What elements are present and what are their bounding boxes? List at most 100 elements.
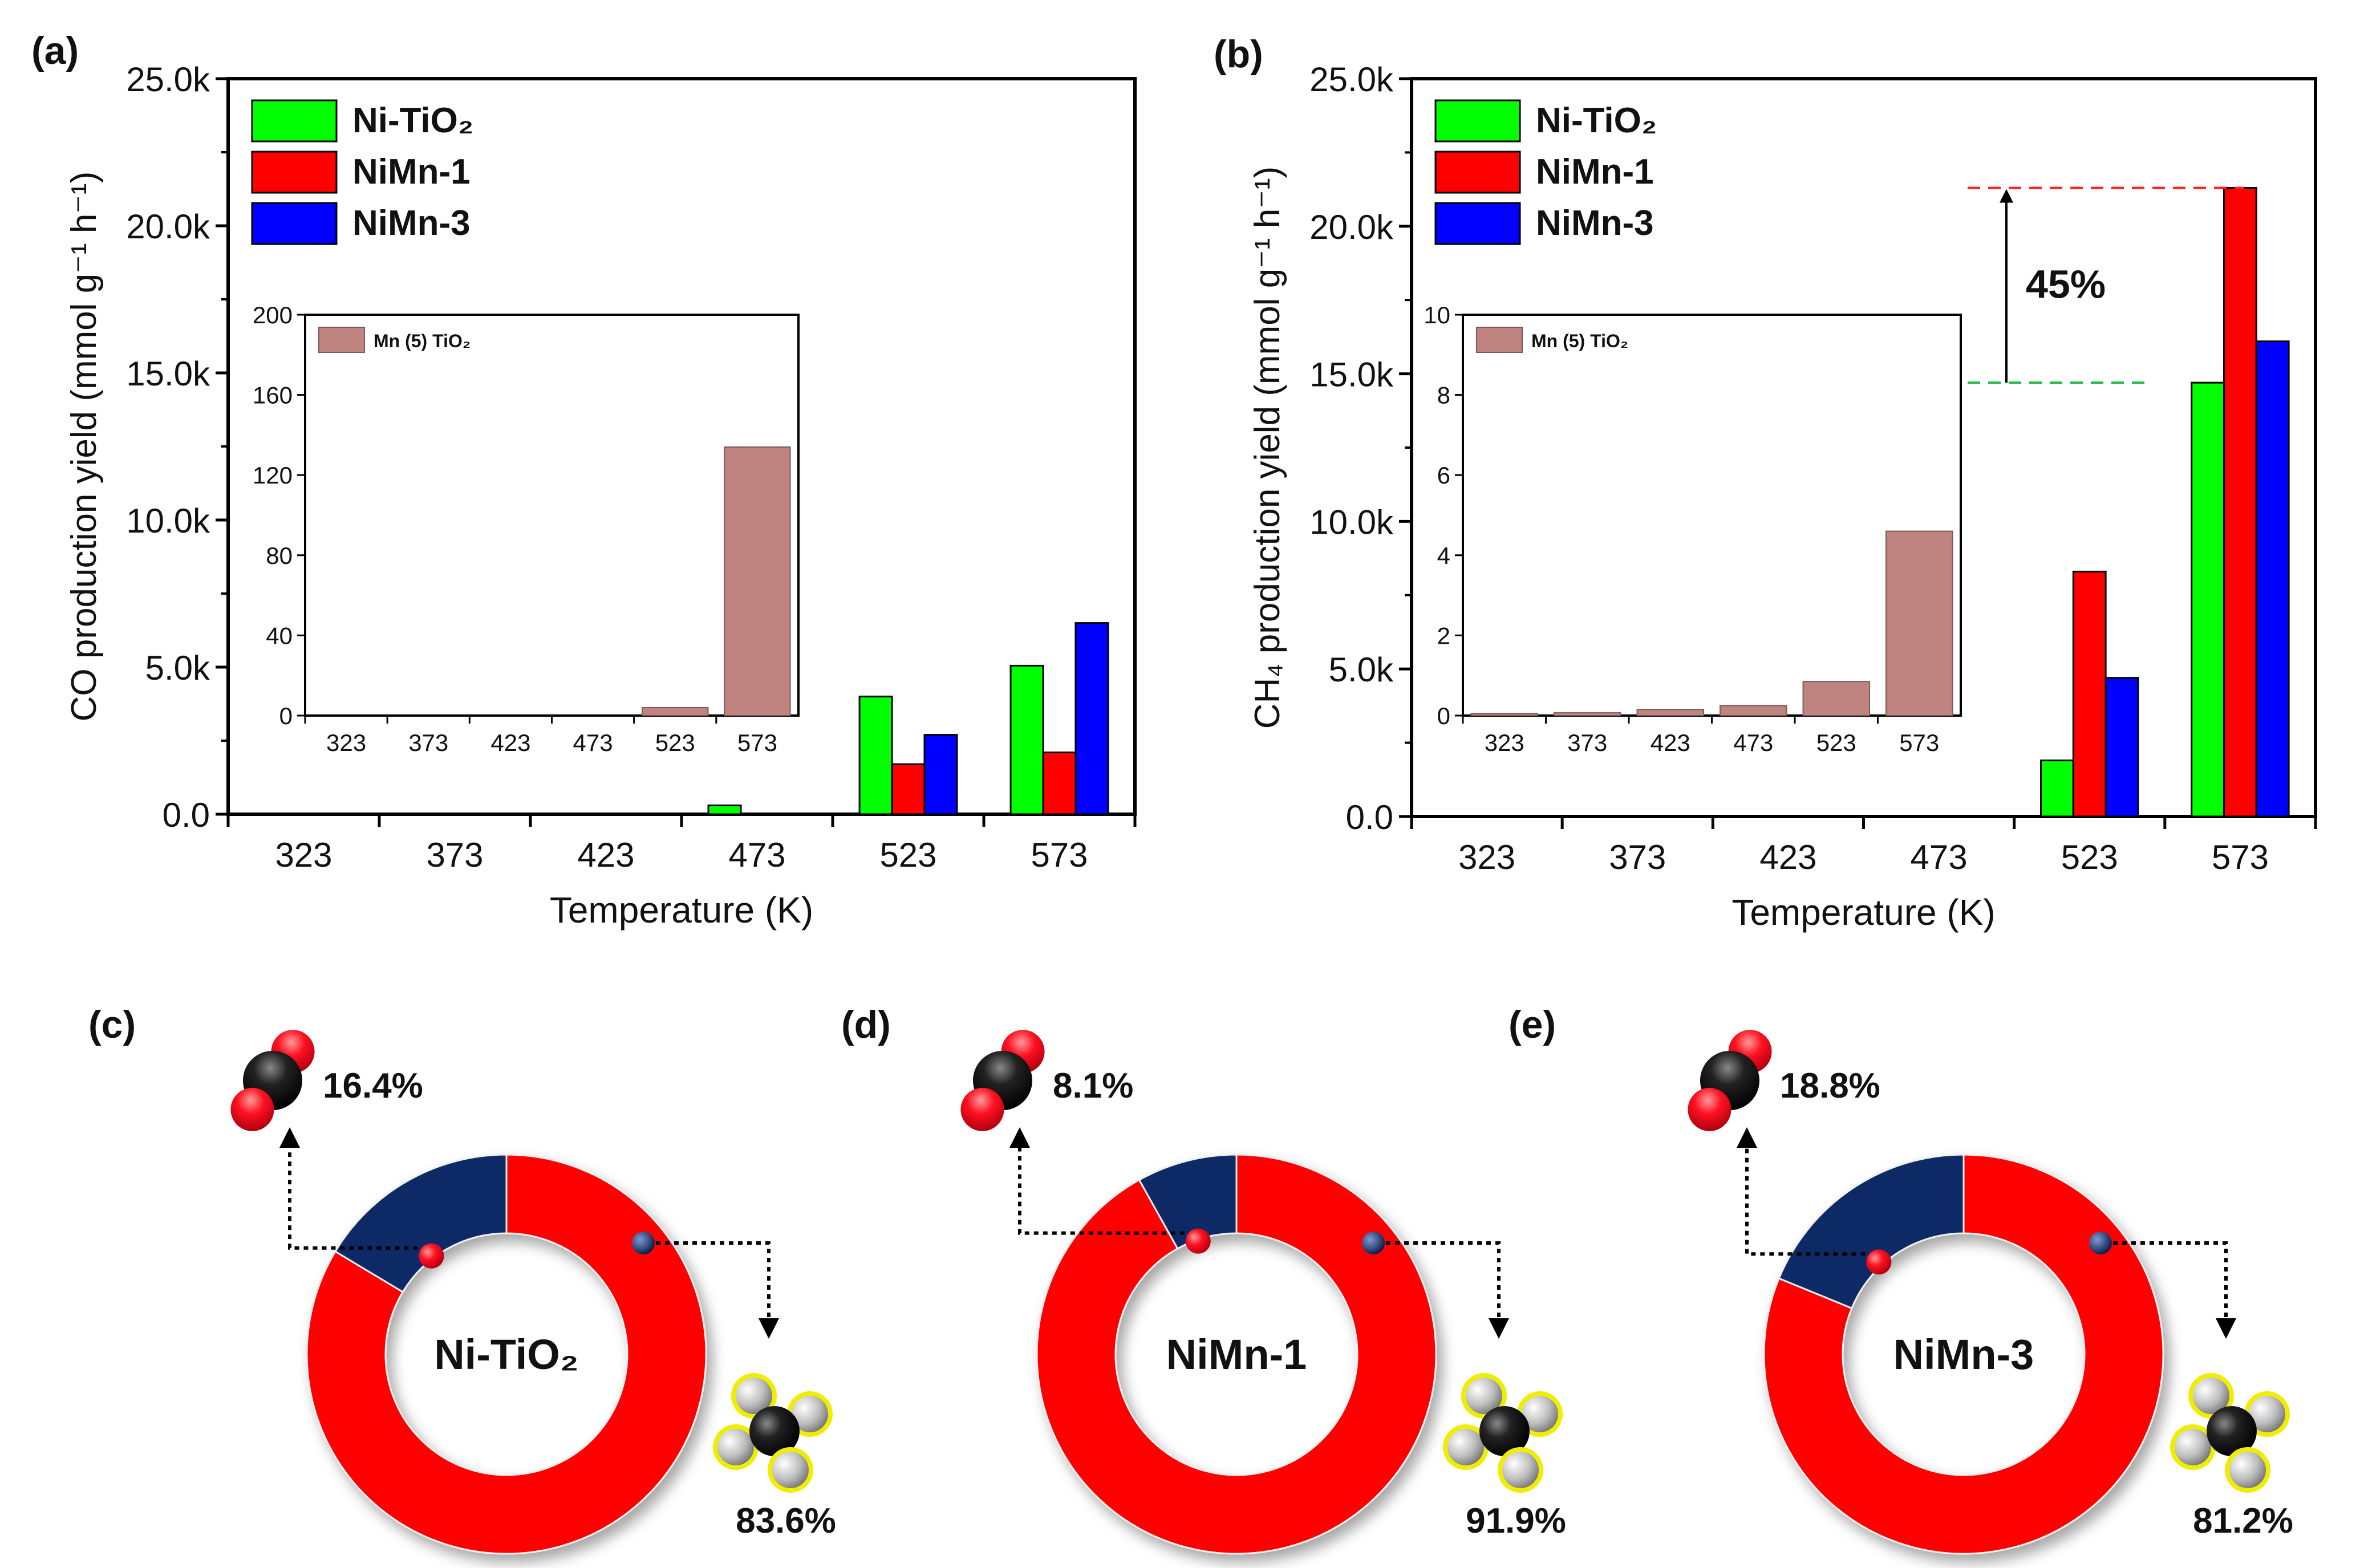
ch4-leader-line <box>1386 1241 1509 1339</box>
slice-ch4 <box>1036 1153 1437 1555</box>
legend-swatch <box>251 99 338 143</box>
increase-label: 45% <box>2026 262 2106 306</box>
inset-bar-573 <box>724 446 791 716</box>
inset-x-tick-label: 523 <box>655 729 695 756</box>
inset-x-tick-label: 323 <box>326 729 366 756</box>
slice-ch4 <box>1763 1153 2164 1555</box>
y-tick-label: 5.0k <box>145 649 210 687</box>
co-marker-dot <box>419 1243 444 1269</box>
inset-x-tick-label: 573 <box>1899 729 1939 756</box>
legend-label: NiMn-1 <box>352 152 471 192</box>
inset-legend-label: Mn (5) TiO₂ <box>1531 331 1628 351</box>
y-tick-label: 25.0k <box>1309 60 1394 99</box>
co-leader-line <box>1737 1127 1866 1256</box>
co-percent-label: 18.8% <box>1780 1066 1880 1106</box>
inset-y-tick-label: 0 <box>279 702 293 729</box>
hydrogen-atom <box>2225 1447 2270 1493</box>
hydrogen-atom <box>731 1373 777 1419</box>
inset-y-tick-label: 8 <box>1437 382 1450 409</box>
carbon-atom <box>2207 1406 2257 1456</box>
x-axis-title: Temperature (K) <box>1731 892 1995 933</box>
y-tick-label: 10.0k <box>1309 503 1394 541</box>
co-percent-label: 16.4% <box>323 1066 423 1106</box>
panel-label-c: (c) <box>88 1003 136 1046</box>
co-molecule-icon <box>230 1030 315 1131</box>
inset-frame <box>304 314 800 717</box>
inset-y-tick-label: 2 <box>1437 622 1450 649</box>
carbon-atom <box>1479 1406 1530 1456</box>
panel-label-b: (b) <box>1214 33 1263 76</box>
panel-label-d: (d) <box>841 1003 891 1046</box>
legend-swatch <box>1434 99 1521 143</box>
legend-label: NiMn-3 <box>1536 204 1654 243</box>
bar-ff0000-523 <box>2072 570 2107 818</box>
legend-swatch <box>1434 151 1521 194</box>
inset-chart: 0 40 80 120 160 200 323 373 423 473 523 573 Mn (5) T… <box>253 302 800 756</box>
inset-y-tick-label: 4 <box>1437 542 1450 569</box>
inset-y-tick-label: 10 <box>1424 302 1450 328</box>
ch4-leader-line <box>2113 1241 2236 1339</box>
ch4-marker-dot <box>2089 1232 2112 1254</box>
chart-a: 0.0 5.0k 10.0k 15.0k 20.0k 25.0k 323 373 423 473 5… <box>64 60 1137 931</box>
x-tick-label: 523 <box>2061 838 2118 876</box>
x-tick-label: 323 <box>1458 838 1515 876</box>
hydrogen-atom <box>1498 1447 1543 1493</box>
bar-ff0000-523 <box>891 763 926 815</box>
inset-y-tick-label: 200 <box>253 302 293 328</box>
x-tick-label: 573 <box>2212 838 2269 876</box>
legend-swatch <box>251 151 338 194</box>
y-axis-title: CO production yield (mmol g⁻¹ h⁻¹) <box>64 172 104 722</box>
inset-bar-523 <box>1802 681 1870 716</box>
pie-chart-c: Ni-TiO₂ 16.4% 83.6% <box>230 1030 836 1555</box>
donut-ring <box>306 1153 707 1555</box>
x-tick-label: 423 <box>1759 838 1816 876</box>
hydrogen-atom <box>2188 1373 2234 1419</box>
inset-x-tick-label: 473 <box>573 729 613 756</box>
ch4-marker-dot <box>632 1232 655 1254</box>
inset-chart: 0 2 4 6 8 10 323 373 423 473 523 573 Mn (5) TiO₂ <box>1424 302 1962 756</box>
inset-bar-573 <box>1885 530 1953 716</box>
ch4-molecule-icon <box>713 1373 833 1493</box>
inset-frame <box>1462 314 1962 717</box>
y-tick-label: 10.0k <box>126 502 210 540</box>
donut-ring <box>1036 1153 1437 1555</box>
legend-label: NiMn-3 <box>352 204 471 243</box>
x-tick-label: 373 <box>1609 838 1666 876</box>
pie-chart-e: NiMn-3 18.8% 81.2% <box>1688 1030 2293 1555</box>
x-tick-label: 323 <box>275 836 332 874</box>
bar-00ff00-573 <box>1009 664 1044 815</box>
y-tick-label: 0.0 <box>1346 798 1393 836</box>
oxygen-atom <box>1688 1087 1731 1131</box>
inset-y-tick-label: 40 <box>266 622 293 649</box>
inset-legend-label: Mn (5) TiO₂ <box>374 331 471 351</box>
chart-b: 0.0 5.0k 10.0k 15.0k 20.0k 25.0k 323 373 423 473 5… <box>1248 60 2317 933</box>
bar-0000ff-573 <box>1074 622 1109 815</box>
ch4-molecule-icon <box>2170 1373 2290 1493</box>
donut-center-label: NiMn-1 <box>1166 1331 1307 1378</box>
inset-x-tick-label: 473 <box>1733 729 1773 756</box>
inset-y-tick-label: 120 <box>253 462 293 489</box>
co-leader-line <box>1009 1127 1185 1235</box>
inset-y-tick-label: 0 <box>1437 702 1450 729</box>
bar-ff0000-573 <box>2223 187 2257 818</box>
bar-00ff00-523 <box>2040 759 2074 818</box>
y-tick-label: 25.0k <box>126 60 210 99</box>
y-tick-label: 20.0k <box>126 208 210 246</box>
ch4-molecule-icon <box>1443 1373 1563 1493</box>
ch4-percent-label: 81.2% <box>2193 1501 2293 1541</box>
inset-x-tick-label: 323 <box>1485 729 1524 756</box>
slice-ch4 <box>306 1153 707 1555</box>
x-tick-label: 573 <box>1031 836 1088 874</box>
bar-0000ff-573 <box>2255 340 2290 818</box>
donut-center-label: NiMn-3 <box>1893 1331 2034 1378</box>
ch4-marker-dot <box>1362 1232 1385 1254</box>
x-tick-label: 473 <box>728 836 785 874</box>
bar-00ff00-573 <box>2191 381 2225 818</box>
oxygen-atom <box>960 1087 1004 1131</box>
x-tick-label: 423 <box>577 836 634 874</box>
bar-00ff00-473 <box>707 805 742 815</box>
inset-bar-473 <box>1720 705 1787 717</box>
slice-co <box>1778 1153 1965 1310</box>
inset-x-tick-label: 373 <box>1567 729 1607 756</box>
co-molecule-icon <box>1688 1030 1772 1131</box>
